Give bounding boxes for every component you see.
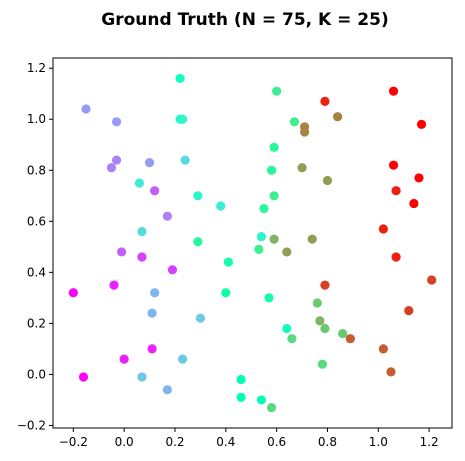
data-point xyxy=(216,201,226,211)
data-point xyxy=(137,252,147,262)
data-point xyxy=(264,293,274,303)
y-tick-label: 0.6 xyxy=(27,214,46,228)
data-point xyxy=(167,265,178,275)
data-point xyxy=(414,173,424,183)
data-point xyxy=(317,359,327,369)
chart-title: Ground Truth (N = 75, K = 25) xyxy=(101,10,388,30)
data-point xyxy=(404,306,414,316)
data-point xyxy=(106,163,117,173)
data-point xyxy=(150,186,160,196)
x-tick-label: 0.8 xyxy=(318,435,337,449)
x-tick-label: 1.2 xyxy=(420,435,439,449)
data-point xyxy=(297,163,307,173)
data-point xyxy=(78,372,89,382)
data-point xyxy=(315,316,325,326)
data-point xyxy=(386,367,396,377)
data-point xyxy=(221,288,231,298)
x-tick-label: 1.0 xyxy=(369,435,388,449)
data-point xyxy=(266,165,277,175)
data-point xyxy=(254,244,264,254)
x-tick-label: −0.2 xyxy=(59,435,88,449)
data-point xyxy=(391,252,401,262)
y-tick-label: 1.0 xyxy=(27,112,46,126)
data-point xyxy=(137,226,147,237)
data-point xyxy=(388,86,399,96)
data-point xyxy=(147,344,157,354)
data-point xyxy=(391,186,401,196)
data-point xyxy=(137,372,147,382)
data-point xyxy=(119,354,129,364)
data-point xyxy=(175,114,185,124)
data-point xyxy=(378,344,388,354)
data-point xyxy=(269,142,279,152)
data-point xyxy=(162,211,172,221)
data-point xyxy=(269,191,279,201)
data-point xyxy=(180,155,190,165)
x-tick-label: 0.0 xyxy=(115,435,134,449)
data-point xyxy=(134,178,145,188)
data-point xyxy=(282,247,292,257)
data-point xyxy=(111,117,122,127)
data-point xyxy=(236,374,246,385)
plot-frame xyxy=(52,57,453,429)
data-point xyxy=(178,354,188,364)
data-point xyxy=(175,73,185,84)
data-point xyxy=(269,234,279,244)
data-point xyxy=(68,288,78,298)
data-point xyxy=(193,191,203,201)
x-axis: −0.2 0.0 0.2 0.4 0.6 0.8 1.0 1.2 xyxy=(59,428,439,449)
data-point xyxy=(144,158,155,168)
data-point xyxy=(259,203,269,214)
data-point xyxy=(427,275,437,285)
x-tick-label: 0.2 xyxy=(165,435,184,449)
data-point xyxy=(320,96,330,106)
y-tick-label: −0.2 xyxy=(17,418,46,432)
data-point xyxy=(272,86,282,96)
data-point xyxy=(287,334,297,344)
data-point xyxy=(282,323,292,334)
data-point xyxy=(322,175,333,186)
y-tick-label: 0.0 xyxy=(27,367,46,381)
data-point xyxy=(81,104,91,114)
data-point xyxy=(256,395,266,405)
data-point xyxy=(307,234,317,244)
data-point xyxy=(378,224,388,234)
data-point xyxy=(338,328,348,339)
data-point xyxy=(409,198,419,209)
data-point xyxy=(193,237,203,247)
data-point xyxy=(320,323,330,334)
data-point xyxy=(109,280,119,290)
data-point xyxy=(147,308,157,318)
data-point xyxy=(299,127,310,137)
x-tick-label: 0.4 xyxy=(216,435,235,449)
data-point xyxy=(195,313,206,323)
data-point xyxy=(111,155,122,165)
y-tick-label: 1.2 xyxy=(27,61,46,75)
scatter-points xyxy=(68,73,437,413)
y-tick-label: 0.4 xyxy=(27,265,46,279)
data-point xyxy=(416,119,427,129)
data-point xyxy=(345,334,355,344)
data-point xyxy=(312,298,322,308)
data-point xyxy=(236,392,246,402)
x-tick-label: 0.6 xyxy=(267,435,286,449)
data-point xyxy=(333,112,343,122)
data-point xyxy=(256,232,266,242)
data-point xyxy=(320,280,330,290)
y-axis: −0.2 0.0 0.2 0.4 0.6 0.8 1.0 1.2 xyxy=(17,61,53,432)
data-point xyxy=(223,257,233,267)
data-point xyxy=(289,117,300,127)
data-point xyxy=(117,247,127,257)
data-point xyxy=(266,402,277,413)
data-point xyxy=(150,288,160,298)
y-tick-label: 0.2 xyxy=(27,316,46,330)
y-tick-label: 0.8 xyxy=(27,163,46,177)
data-point xyxy=(388,160,399,170)
data-point xyxy=(162,385,172,395)
